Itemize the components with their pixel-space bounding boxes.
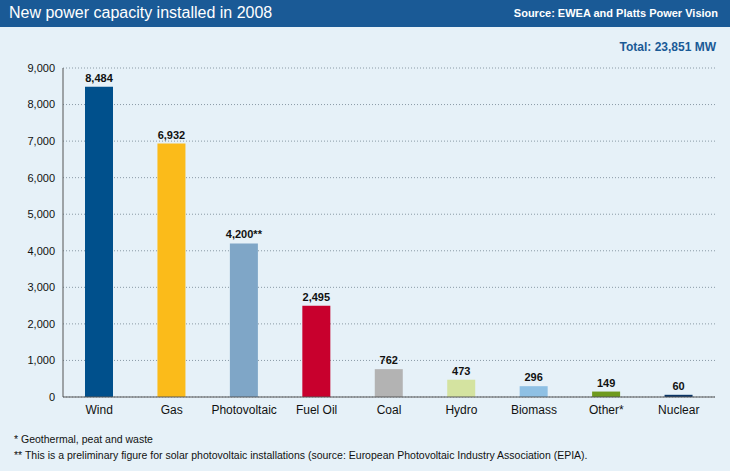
svg-text:Nuclear: Nuclear xyxy=(658,403,699,417)
svg-text:Photovoltaic: Photovoltaic xyxy=(211,403,276,417)
svg-text:7,000: 7,000 xyxy=(27,135,55,147)
svg-text:Biomass: Biomass xyxy=(511,403,557,417)
svg-text:473: 473 xyxy=(452,365,470,377)
svg-text:Hydro: Hydro xyxy=(445,403,477,417)
svg-text:2,495: 2,495 xyxy=(303,291,331,303)
svg-text:6,000: 6,000 xyxy=(27,172,55,184)
svg-text:6,932: 6,932 xyxy=(158,129,186,141)
html-text:New power capacity installed i: New power capacity installed in 2008 xyxy=(9,4,273,21)
svg-text:296: 296 xyxy=(524,371,542,383)
svg-text:5,000: 5,000 xyxy=(27,208,55,220)
html-text:Source: EWEA and Platts Power: Source: EWEA and Platts Power Vision xyxy=(513,7,718,19)
svg-text:Fuel Oil: Fuel Oil xyxy=(296,403,337,417)
svg-text:149: 149 xyxy=(597,377,615,389)
svg-text:8,484: 8,484 xyxy=(85,72,113,84)
svg-text:0: 0 xyxy=(49,391,55,403)
svg-text:762: 762 xyxy=(380,354,398,366)
svg-text:60: 60 xyxy=(672,380,684,392)
svg-text:Gas: Gas xyxy=(161,403,183,417)
svg-text:8,000: 8,000 xyxy=(27,98,55,110)
html-text:* Geothermal, peat and waste: * Geothermal, peat and waste xyxy=(14,433,153,445)
html-text:** This is a preliminary figur: ** This is a preliminary figure for sola… xyxy=(14,449,588,461)
svg-text:Coal: Coal xyxy=(377,403,402,417)
svg-text:4,200**: 4,200** xyxy=(226,228,263,240)
html-text:Total: 23,851 MW: Total: 23,851 MW xyxy=(619,40,716,54)
svg-text:9,000: 9,000 xyxy=(27,62,55,74)
svg-text:1,000: 1,000 xyxy=(27,354,55,366)
svg-text:4,000: 4,000 xyxy=(27,245,55,257)
svg-text:Other*: Other* xyxy=(589,403,624,417)
svg-text:3,000: 3,000 xyxy=(27,281,55,293)
svg-text:2,000: 2,000 xyxy=(27,318,55,330)
svg-text:Wind: Wind xyxy=(86,403,113,417)
